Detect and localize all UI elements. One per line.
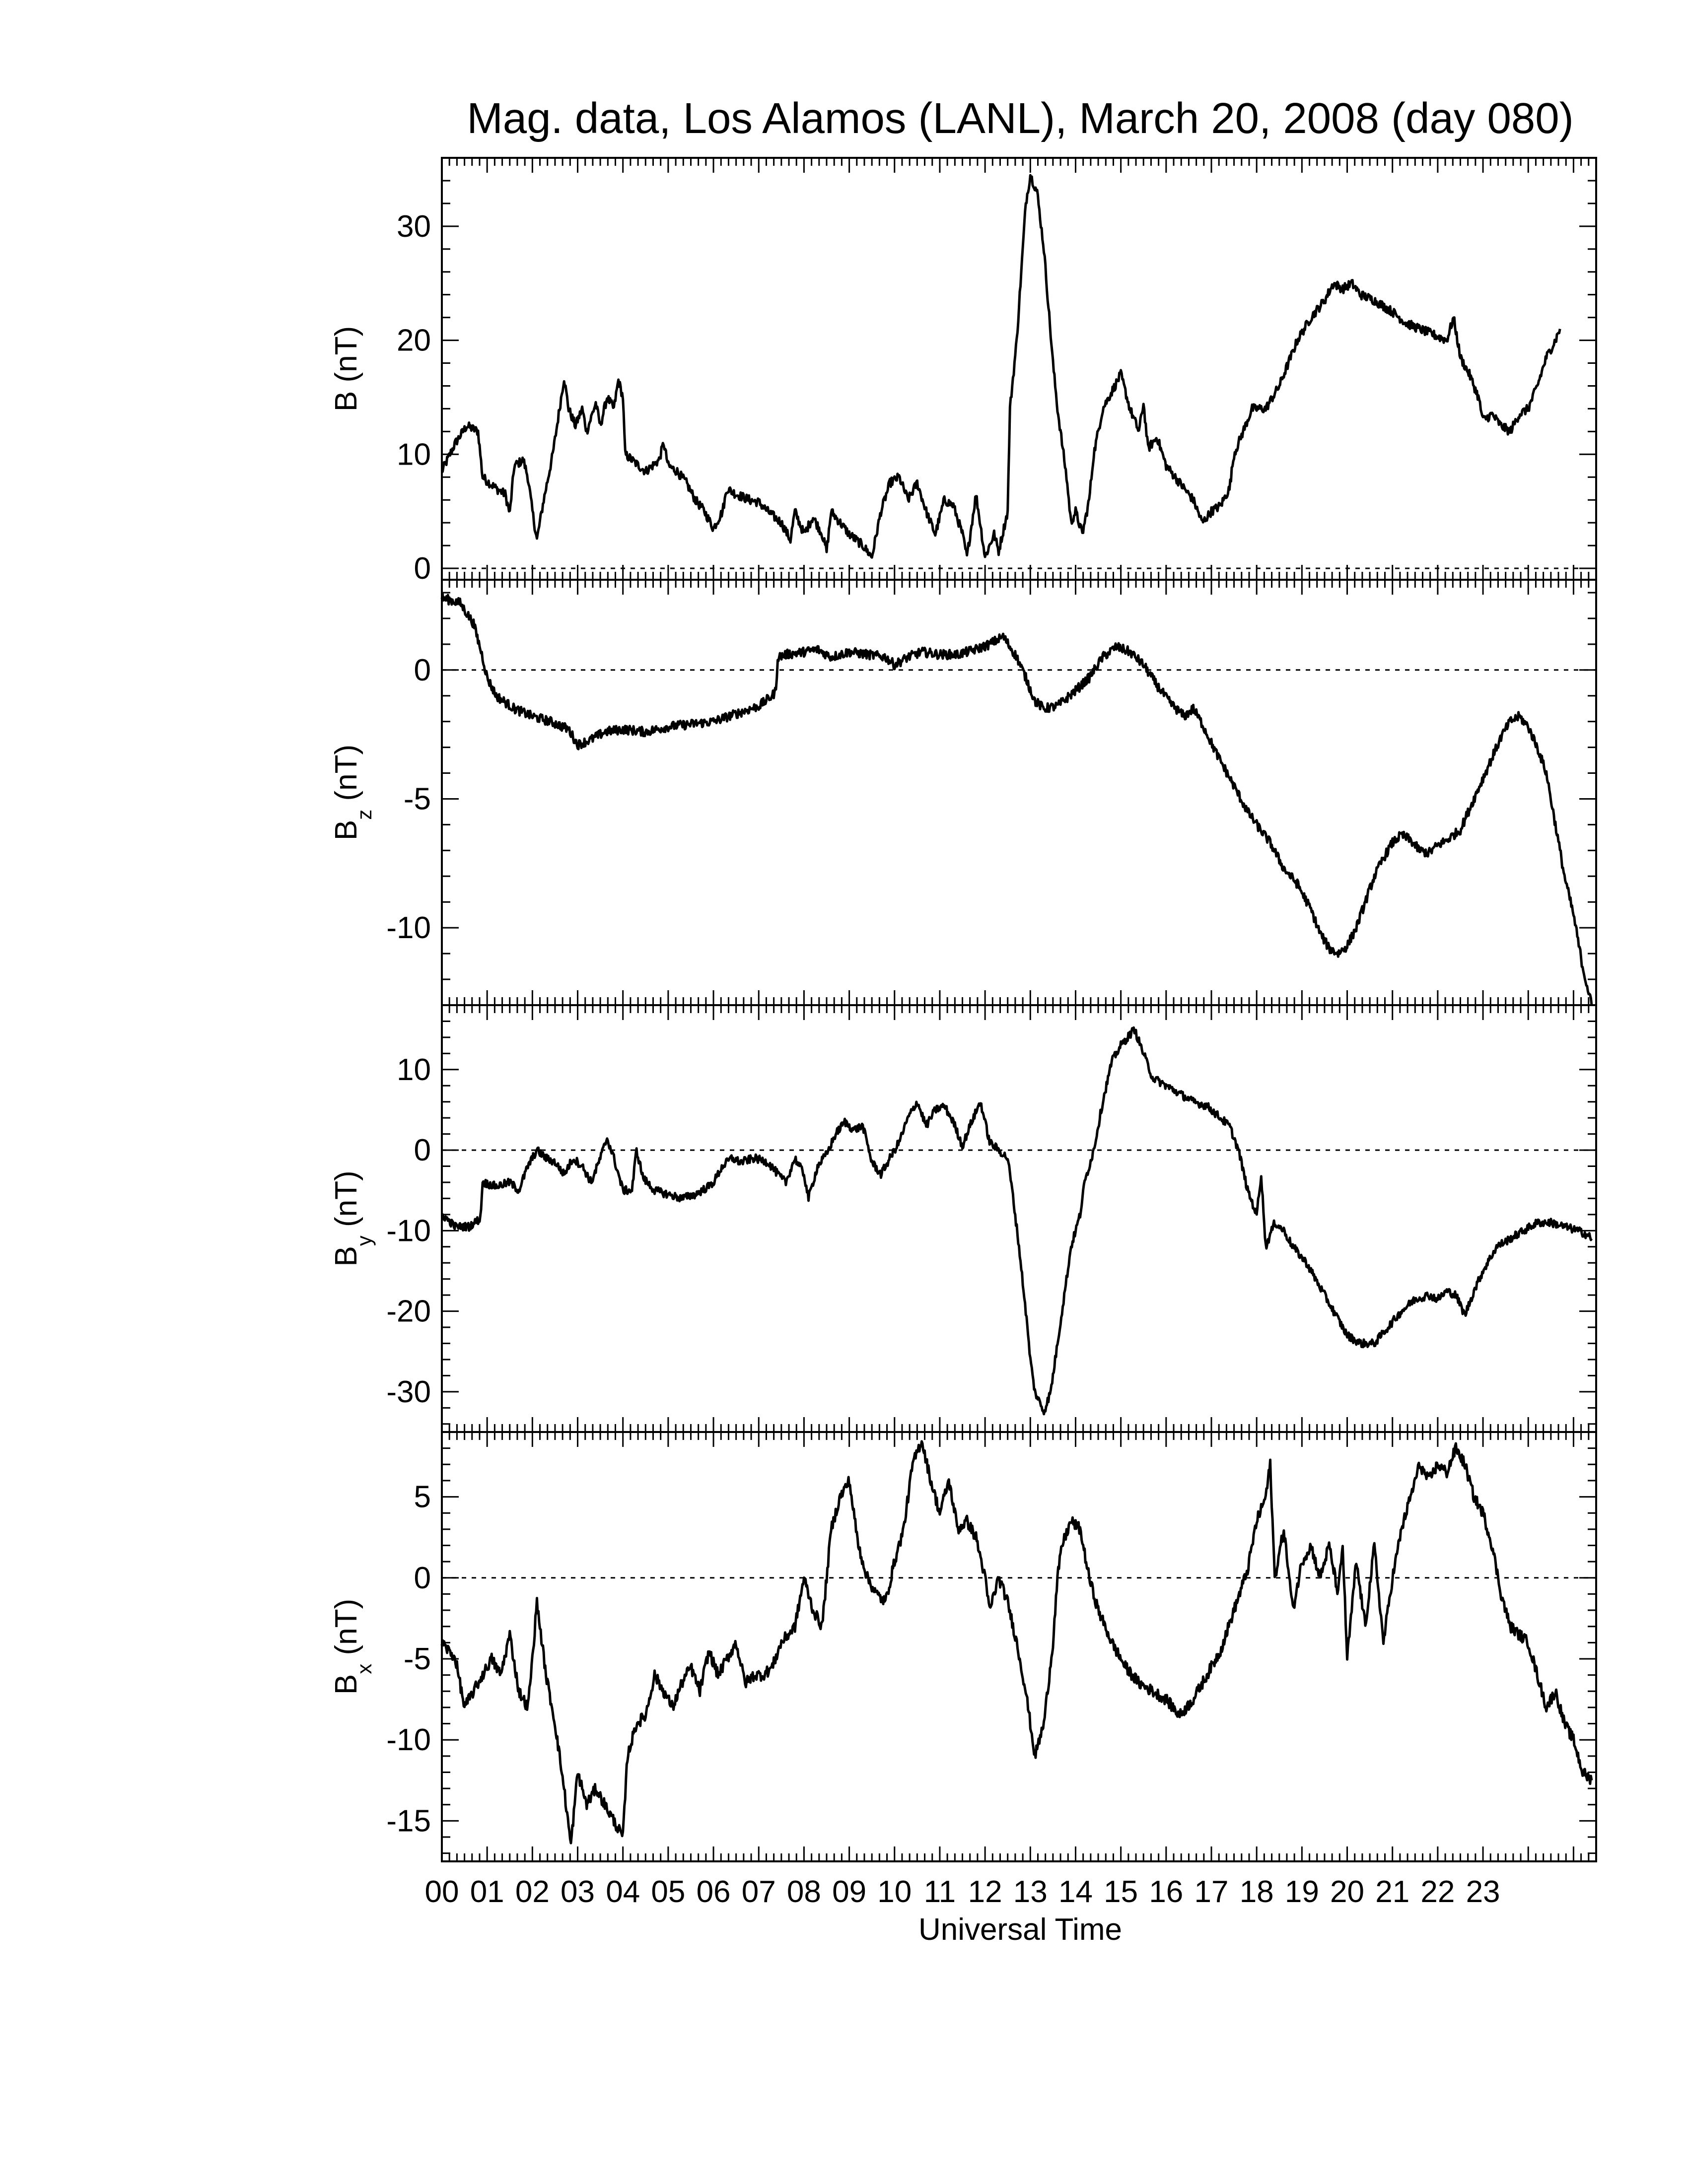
y-label-subscript: x — [352, 1664, 376, 1674]
y-tick-label-B: 0 — [414, 551, 431, 586]
y-tick-label-By: -10 — [386, 1214, 431, 1248]
y-tick-label-B: 20 — [397, 324, 431, 358]
chart-title: Mag. data, Los Alamos (LANL), March 20, … — [467, 94, 1573, 142]
x-tick-label: 14 — [1058, 1875, 1093, 1909]
y-label-unit: (nT) — [329, 1599, 363, 1664]
y-label-unit: (nT) — [329, 1170, 363, 1235]
x-tick-label: 07 — [742, 1875, 776, 1909]
y-tick-label-Bz: -10 — [386, 911, 431, 945]
x-tick-label: 08 — [787, 1875, 821, 1909]
y-label-subscript: y — [352, 1235, 376, 1246]
x-tick-labels: 00 01 02 03 04 05 06 07 08 09 10 11 12 13 14 15 16 17 18 19… — [425, 1875, 1500, 1909]
panel-frame-Bz — [441, 579, 1597, 1006]
y-label-main: B — [329, 820, 363, 840]
x-tick-label: 18 — [1240, 1875, 1274, 1909]
x-tick-label: 19 — [1285, 1875, 1319, 1909]
y-label-main: B — [329, 1246, 363, 1266]
panel-By: 10 0 -10 -20 -30 By (nT) — [329, 1004, 1597, 1433]
x-tick-label: 13 — [1013, 1875, 1048, 1909]
x-tick-label: 15 — [1104, 1875, 1138, 1909]
panel-Bz: 0 -5 -10 Bz (nT) — [329, 579, 1597, 1006]
x-tick-label: 11 — [924, 1875, 956, 1909]
y-label-subscript: z — [352, 810, 376, 820]
x-tick-label: 12 — [968, 1875, 1002, 1909]
panel-frame-Bx — [441, 1431, 1597, 1862]
x-tick-label: 17 — [1195, 1875, 1229, 1909]
x-tick-label: 04 — [606, 1875, 640, 1909]
y-tick-label-B: 10 — [397, 437, 431, 472]
x-tick-label: 00 — [425, 1875, 459, 1909]
y-axis-label-Bz: Bz (nT) — [329, 745, 376, 840]
y-tick-label-Bx: -5 — [404, 1642, 431, 1676]
y-tick-label-Bx: -10 — [386, 1723, 431, 1757]
y-tick-label-By: 10 — [397, 1053, 431, 1087]
y-tick-label-Bx: 5 — [414, 1480, 431, 1514]
x-tick-label: 23 — [1466, 1875, 1500, 1909]
y-label-main: B — [329, 1674, 363, 1695]
y-tick-label-Bx: -15 — [386, 1804, 431, 1838]
x-tick-label: 21 — [1375, 1875, 1409, 1909]
series-line-Bx — [440, 1440, 1593, 1844]
panel-frame-By — [441, 1004, 1597, 1433]
y-tick-label-By: 0 — [414, 1133, 431, 1167]
series-line-B — [440, 174, 1561, 559]
x-tick-label: 16 — [1149, 1875, 1183, 1909]
x-tick-label: 09 — [832, 1875, 866, 1909]
y-tick-label-Bz: 0 — [414, 653, 431, 687]
x-tick-label: 06 — [697, 1875, 731, 1909]
x-tick-label: 22 — [1420, 1875, 1455, 1909]
y-label-main: B — [329, 391, 363, 411]
panel-B: 0 10 20 30 B (nT) — [329, 157, 1597, 586]
x-tick-label: 05 — [651, 1875, 685, 1909]
y-tick-label-By: -20 — [386, 1295, 431, 1329]
x-tick-label: 01 — [470, 1875, 504, 1909]
panel-frame-B — [441, 157, 1597, 581]
y-tick-label-Bx: 0 — [414, 1561, 431, 1595]
series-line-By — [441, 1026, 1593, 1416]
y-label-unit: (nT) — [329, 745, 363, 810]
y-label-unit: (nT) — [329, 326, 363, 391]
x-tick-label: 20 — [1330, 1875, 1364, 1909]
x-axis-label: Universal Time — [918, 1912, 1122, 1947]
x-tick-label: 02 — [515, 1875, 550, 1909]
series-line-Bz — [440, 593, 1593, 1006]
y-axis-label-By: By (nT) — [329, 1170, 376, 1266]
panels: 0 10 20 30 B (nT) 0 -5 -10 Bz (nT) 10 0 -10 -20 -30 By… — [329, 157, 1597, 1862]
y-axis-label-Bx: Bx (nT) — [329, 1599, 376, 1695]
x-tick-label: 03 — [561, 1875, 595, 1909]
y-tick-label-Bz: -5 — [404, 782, 431, 816]
y-axis-label-B: B (nT) — [329, 326, 363, 411]
x-tick-label: 10 — [877, 1875, 912, 1909]
y-tick-label-B: 30 — [397, 209, 431, 244]
panel-Bx: 5 0 -5 -10 -15 Bx (nT) — [329, 1431, 1597, 1862]
y-tick-label-By: -30 — [386, 1375, 431, 1409]
